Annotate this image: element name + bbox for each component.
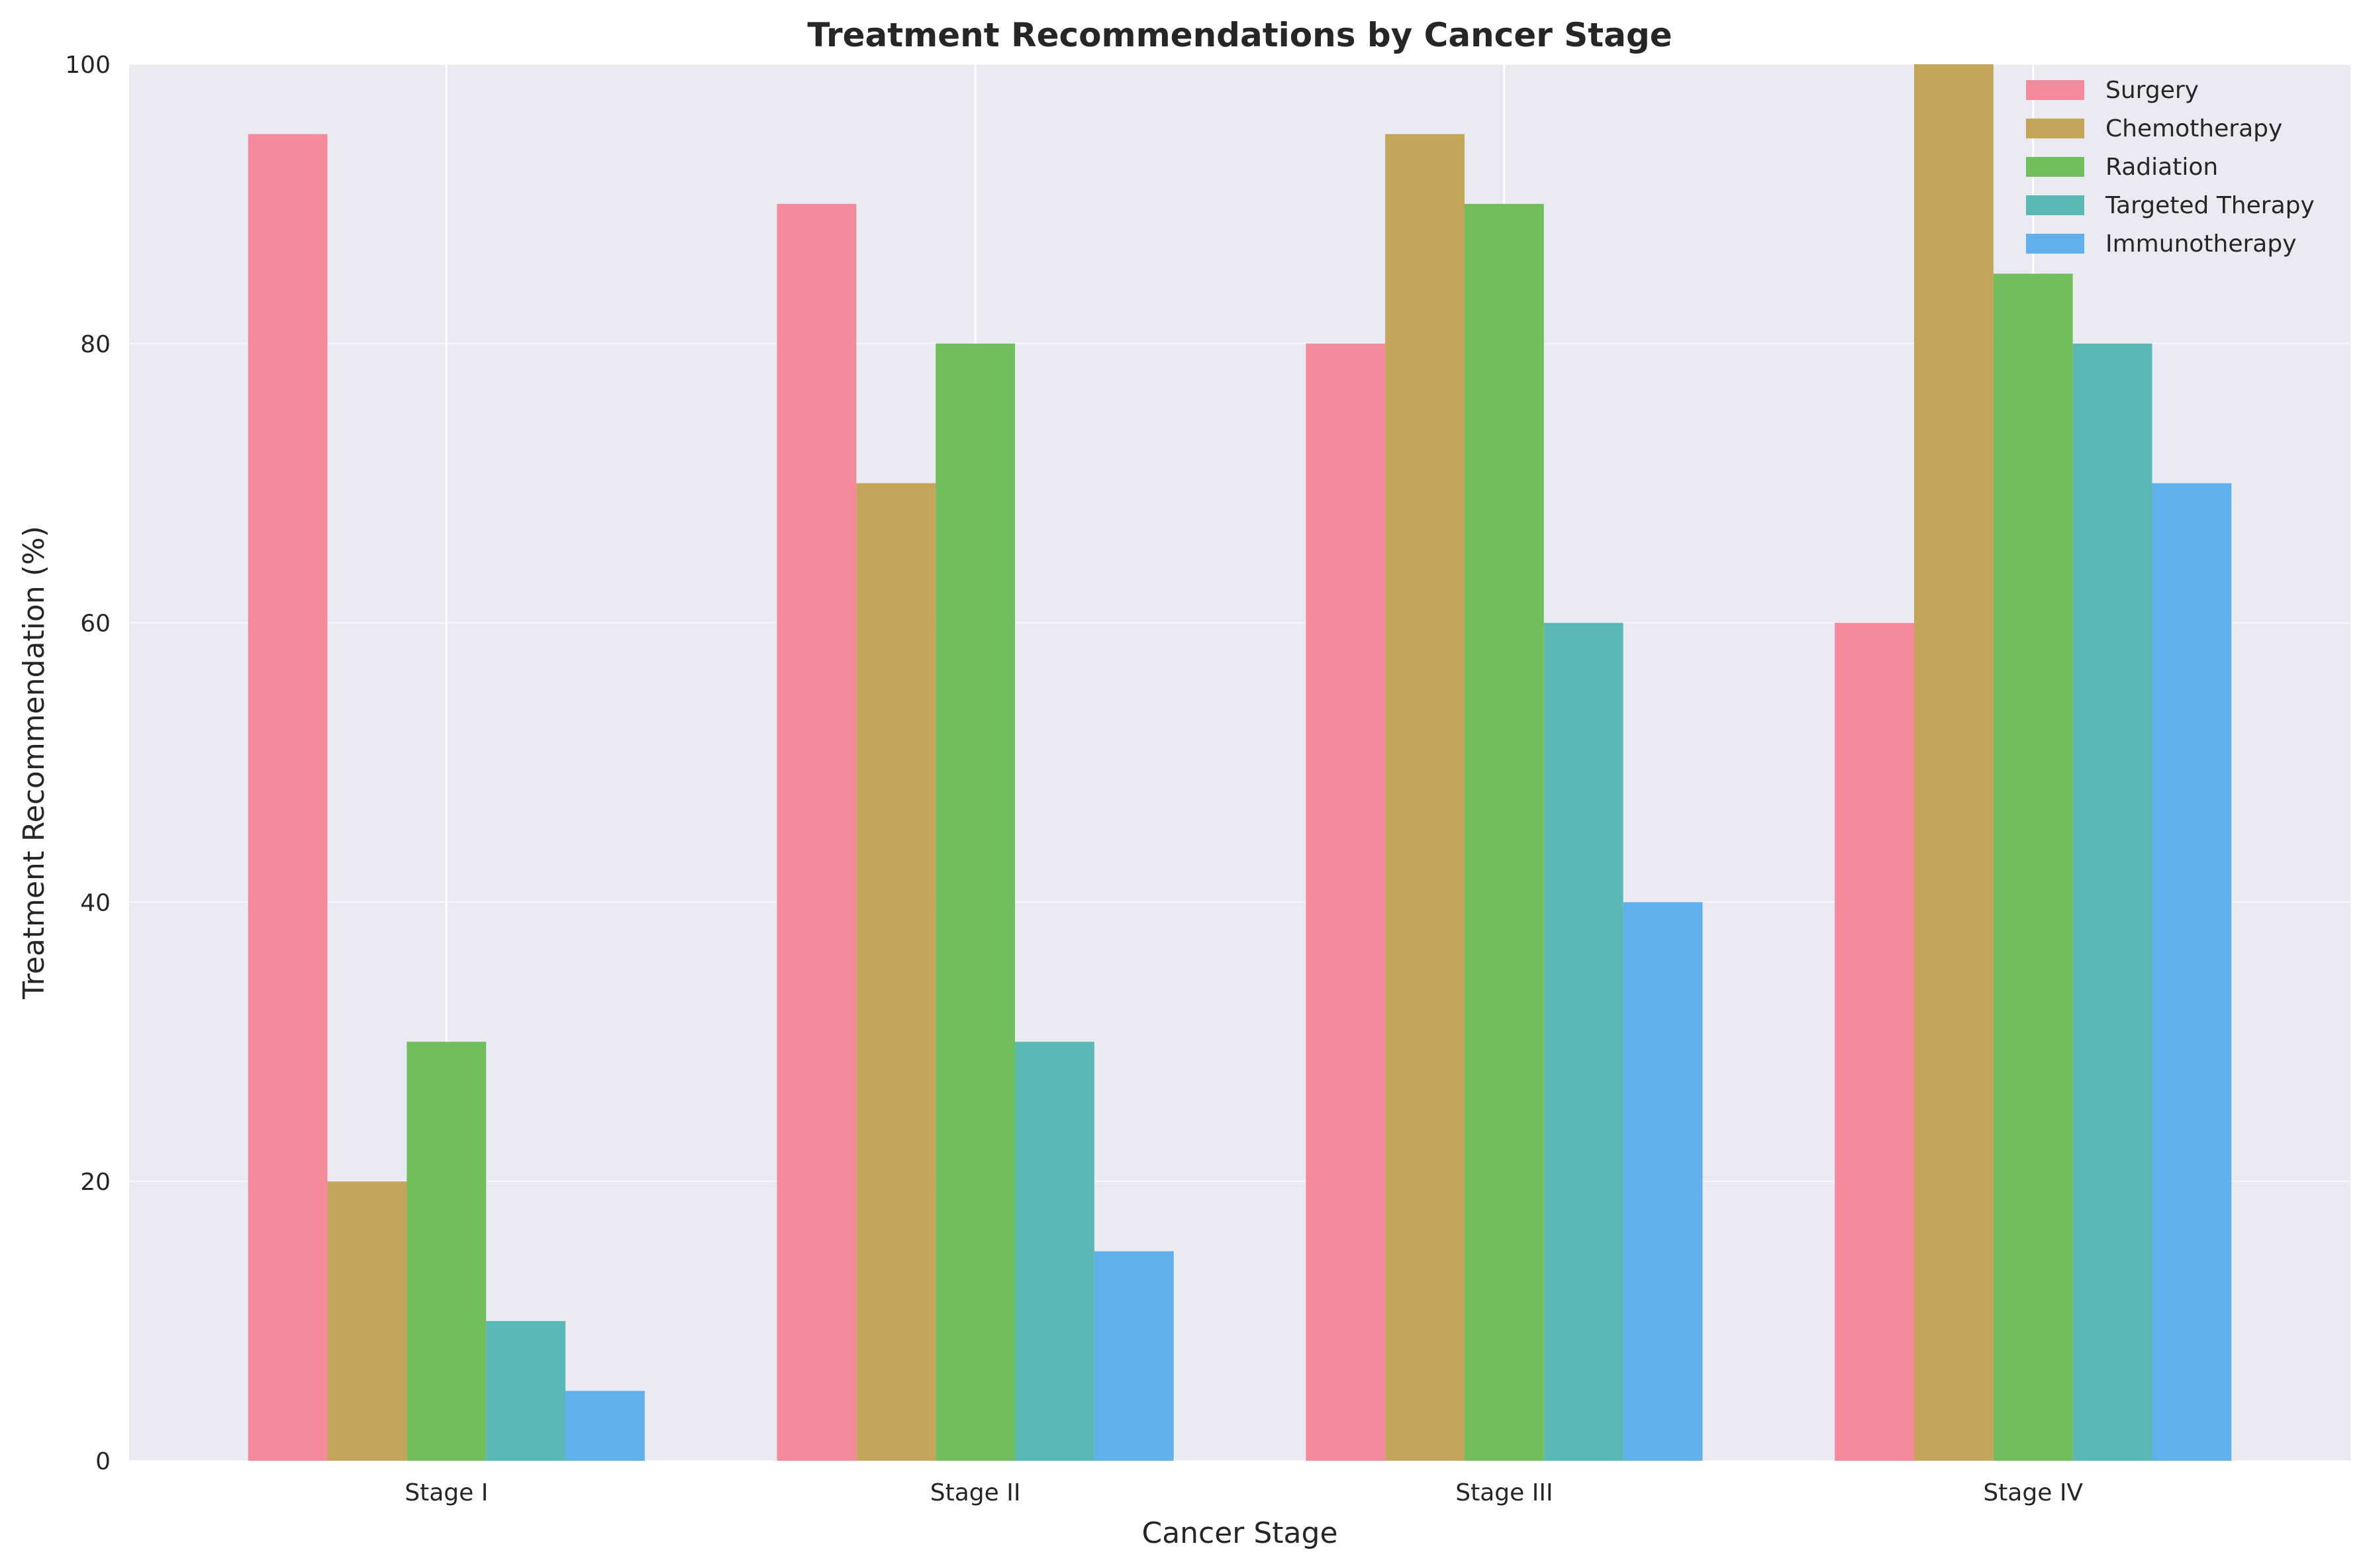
bar-immunotherapy-stage-iv — [2152, 483, 2232, 1461]
legend-swatch — [2026, 195, 2084, 215]
bar-immunotherapy-stage-i — [565, 1391, 645, 1461]
bars — [248, 64, 2232, 1461]
bar-chemotherapy-stage-i — [327, 1181, 407, 1461]
legend-label: Chemotherapy — [2105, 115, 2282, 142]
bar-radiation-stage-i — [407, 1042, 487, 1461]
y-tick-label: 20 — [80, 1169, 111, 1196]
bar-immunotherapy-stage-ii — [1094, 1251, 1174, 1461]
legend-label: Radiation — [2105, 154, 2218, 181]
x-tick-label: Stage II — [930, 1479, 1021, 1506]
legend: Surgery Chemotherapy Radiation Targeted The… — [2026, 77, 2315, 258]
bar-targeted-therapy-stage-i — [486, 1321, 566, 1461]
legend-label: Immunotherapy — [2105, 230, 2297, 258]
legend-label: Targeted Therapy — [2105, 192, 2315, 219]
legend-swatch — [2026, 119, 2084, 138]
x-tick-label: Stage IV — [1983, 1479, 2083, 1506]
y-tick-label: 80 — [80, 331, 111, 358]
y-axis-label: Treatment Recommendation (%) — [17, 526, 51, 1000]
bar-surgery-stage-iv — [1835, 622, 1914, 1461]
bar-targeted-therapy-stage-iii — [1543, 622, 1623, 1461]
bar-radiation-stage-ii — [936, 343, 1016, 1461]
bar-chemotherapy-stage-iv — [1913, 64, 1994, 1461]
x-axis-label: Cancer Stage — [1141, 1516, 1337, 1550]
x-tick-labels: Stage I Stage II Stage III Stage IV — [405, 1479, 2083, 1506]
bar-surgery-stage-i — [248, 134, 328, 1461]
y-tick-label: 100 — [65, 52, 111, 79]
x-tick-label: Stage I — [405, 1479, 488, 1506]
y-tick-label: 40 — [80, 889, 111, 916]
bar-radiation-stage-iii — [1464, 203, 1544, 1461]
bar-radiation-stage-iv — [1993, 273, 2073, 1461]
y-tick-label: 0 — [95, 1448, 111, 1475]
legend-swatch — [2026, 80, 2084, 100]
bar-chemotherapy-stage-iii — [1385, 134, 1465, 1461]
bar-targeted-therapy-stage-iv — [2072, 343, 2152, 1461]
bar-chemotherapy-stage-ii — [856, 483, 936, 1461]
y-tick-label: 60 — [80, 611, 111, 638]
bar-targeted-therapy-stage-ii — [1015, 1042, 1094, 1461]
chart-title: Treatment Recommendations by Cancer Stag… — [807, 16, 1672, 54]
legend-label: Surgery — [2105, 77, 2199, 104]
bar-immunotherapy-stage-iii — [1623, 902, 1703, 1461]
legend-swatch — [2026, 157, 2084, 177]
y-tick-labels: 0 20 40 60 80 100 — [65, 52, 111, 1475]
legend-swatch — [2026, 234, 2084, 254]
x-tick-label: Stage III — [1455, 1479, 1553, 1506]
bar-surgery-stage-iii — [1306, 343, 1386, 1461]
bar-surgery-stage-ii — [777, 203, 857, 1461]
